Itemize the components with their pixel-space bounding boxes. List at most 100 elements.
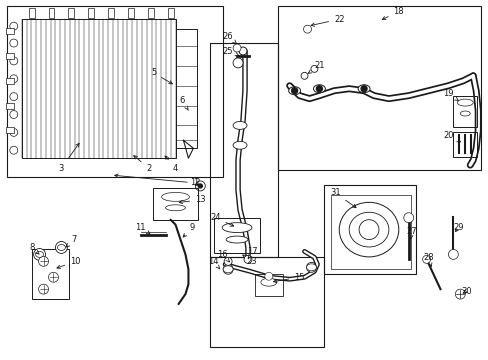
Ellipse shape bbox=[348, 212, 388, 247]
Circle shape bbox=[195, 181, 205, 191]
Text: 8: 8 bbox=[29, 243, 39, 254]
Text: 25: 25 bbox=[223, 46, 238, 56]
Text: 15: 15 bbox=[273, 273, 304, 283]
Bar bbox=[48, 8, 54, 18]
Bar bbox=[324, 185, 415, 274]
Circle shape bbox=[303, 25, 311, 33]
Text: 28: 28 bbox=[423, 253, 433, 266]
Text: 7: 7 bbox=[66, 235, 77, 247]
Text: 14: 14 bbox=[207, 257, 219, 269]
Circle shape bbox=[306, 262, 316, 272]
Text: 22: 22 bbox=[310, 15, 344, 26]
Circle shape bbox=[10, 146, 18, 154]
Circle shape bbox=[301, 72, 307, 79]
Bar bbox=[108, 8, 114, 18]
Ellipse shape bbox=[260, 278, 276, 286]
Circle shape bbox=[10, 93, 18, 100]
Circle shape bbox=[55, 242, 67, 253]
Bar bbox=[6, 103, 14, 109]
Circle shape bbox=[48, 272, 59, 282]
Text: 9: 9 bbox=[183, 223, 195, 237]
Bar bbox=[214, 218, 259, 253]
Ellipse shape bbox=[36, 251, 43, 257]
Bar bbox=[6, 127, 14, 133]
Circle shape bbox=[10, 22, 18, 30]
Circle shape bbox=[10, 75, 18, 83]
Text: 3: 3 bbox=[59, 143, 79, 172]
Circle shape bbox=[10, 129, 18, 136]
Bar bbox=[88, 8, 94, 18]
Circle shape bbox=[224, 257, 232, 265]
Bar bbox=[167, 8, 173, 18]
Circle shape bbox=[403, 213, 413, 223]
Text: 6: 6 bbox=[180, 96, 188, 110]
Ellipse shape bbox=[357, 85, 369, 93]
Circle shape bbox=[39, 256, 48, 266]
Circle shape bbox=[198, 184, 202, 188]
Bar bbox=[29, 8, 35, 18]
Ellipse shape bbox=[306, 264, 316, 271]
Bar bbox=[277, 6, 480, 170]
Bar bbox=[175, 29, 197, 148]
Circle shape bbox=[223, 264, 233, 274]
Ellipse shape bbox=[223, 266, 233, 273]
Circle shape bbox=[244, 255, 251, 264]
Text: 30: 30 bbox=[460, 287, 470, 296]
Bar bbox=[152, 188, 198, 220]
Ellipse shape bbox=[162, 192, 189, 201]
Bar bbox=[6, 28, 14, 34]
Circle shape bbox=[10, 111, 18, 118]
Text: 10: 10 bbox=[57, 257, 81, 269]
Circle shape bbox=[10, 39, 18, 47]
Ellipse shape bbox=[288, 87, 300, 95]
Text: 11: 11 bbox=[135, 223, 150, 234]
Circle shape bbox=[233, 44, 241, 52]
Text: 26: 26 bbox=[223, 32, 236, 44]
Circle shape bbox=[360, 86, 366, 92]
Circle shape bbox=[34, 248, 45, 260]
Text: 31: 31 bbox=[329, 188, 355, 208]
Ellipse shape bbox=[57, 244, 65, 251]
Ellipse shape bbox=[459, 111, 469, 116]
Circle shape bbox=[316, 86, 322, 92]
Text: 12: 12 bbox=[190, 179, 200, 188]
Circle shape bbox=[291, 88, 297, 94]
Circle shape bbox=[358, 220, 378, 239]
Bar bbox=[7, 6, 223, 177]
Bar bbox=[32, 249, 69, 299]
Text: 5: 5 bbox=[151, 68, 172, 84]
Circle shape bbox=[264, 272, 272, 280]
Ellipse shape bbox=[313, 85, 325, 93]
Bar bbox=[128, 8, 134, 18]
Text: 17: 17 bbox=[246, 247, 257, 259]
Text: 27: 27 bbox=[406, 227, 416, 239]
Text: 21: 21 bbox=[307, 62, 324, 73]
Circle shape bbox=[239, 47, 246, 55]
Circle shape bbox=[233, 58, 243, 68]
Text: 16: 16 bbox=[216, 250, 229, 262]
Ellipse shape bbox=[225, 236, 247, 243]
Text: 13: 13 bbox=[179, 195, 205, 204]
Circle shape bbox=[422, 255, 429, 264]
Bar bbox=[210, 43, 277, 257]
Bar bbox=[6, 78, 14, 84]
Bar bbox=[68, 8, 74, 18]
Text: 23: 23 bbox=[242, 255, 257, 266]
Text: 19: 19 bbox=[442, 89, 458, 101]
Text: 20: 20 bbox=[442, 131, 460, 142]
Text: 1: 1 bbox=[115, 174, 198, 188]
Bar bbox=[210, 257, 324, 347]
Text: 2: 2 bbox=[133, 156, 151, 172]
Text: 18: 18 bbox=[382, 7, 403, 19]
Text: 24: 24 bbox=[209, 213, 233, 226]
Bar bbox=[21, 19, 175, 158]
Ellipse shape bbox=[233, 141, 246, 149]
Ellipse shape bbox=[222, 223, 251, 233]
Bar bbox=[6, 53, 14, 59]
Ellipse shape bbox=[456, 99, 472, 106]
Bar bbox=[331, 195, 410, 269]
Text: 4: 4 bbox=[165, 156, 178, 172]
Ellipse shape bbox=[233, 121, 246, 129]
Circle shape bbox=[39, 284, 48, 294]
Bar bbox=[452, 96, 476, 127]
